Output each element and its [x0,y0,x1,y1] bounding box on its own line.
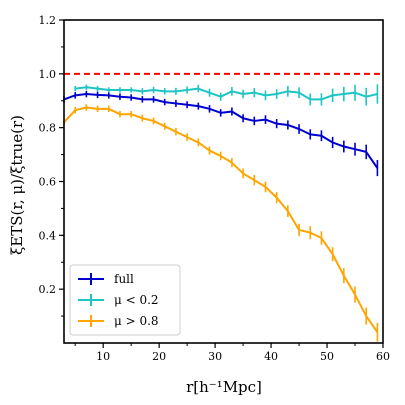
y-tick-label: 1.2 [39,14,57,27]
series-line [75,86,378,101]
series-layer [63,84,379,342]
x-tick-label: 50 [320,350,334,363]
y-tick-label: 1.0 [39,68,57,81]
axes-layer: 10 20 30 40 50 60 0.2 0.4 0.6 0.8 1.0 1.2 [39,14,391,363]
legend-item-0: full [78,272,134,286]
legend-label: full [114,272,134,286]
legend-item-2: μ > 0.8 [78,314,159,328]
y-tick-label: 0.2 [39,283,57,296]
series-line [63,106,379,333]
y-tick-label: 0.8 [39,122,57,135]
x-axis-label: r[h⁻¹Mpc] [186,378,262,396]
legend-label: μ > 0.8 [114,314,159,328]
legend-label: μ < 0.2 [114,293,159,307]
x-tick-label: 10 [96,350,110,363]
legend-item-1: μ < 0.2 [78,293,159,307]
series-0 [63,90,379,177]
x-tick-label: 60 [376,350,390,363]
y-axis-label: ξETS(r, μ)/ξtrue(r) [8,115,26,255]
x-tick-label: 40 [264,350,278,363]
y-tick-label: 0.4 [39,229,57,242]
series-1 [74,84,379,106]
y-tick-label: 0.6 [39,176,57,189]
legend: full μ < 0.2 μ > 0.8 [69,264,181,336]
legend-box [69,264,181,336]
x-tick-label: 20 [152,350,166,363]
series-line [63,93,379,169]
x-tick-label: 30 [208,350,222,363]
